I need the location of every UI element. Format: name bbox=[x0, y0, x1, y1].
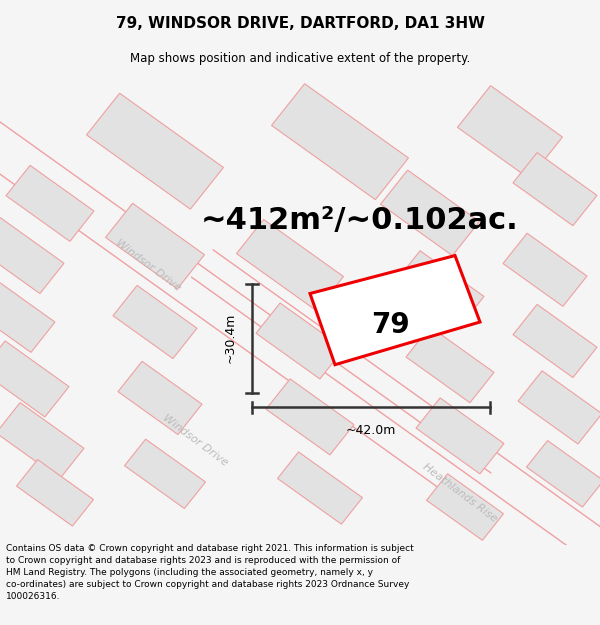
Polygon shape bbox=[113, 286, 197, 359]
Polygon shape bbox=[125, 439, 205, 509]
Polygon shape bbox=[406, 327, 494, 402]
Polygon shape bbox=[17, 459, 94, 526]
Text: Map shows position and indicative extent of the property.: Map shows position and indicative extent… bbox=[130, 52, 470, 65]
Polygon shape bbox=[513, 304, 597, 378]
Polygon shape bbox=[118, 361, 202, 434]
Polygon shape bbox=[0, 341, 69, 417]
Text: Windsor Drive: Windsor Drive bbox=[161, 413, 229, 468]
Text: Windsor Drive: Windsor Drive bbox=[113, 238, 182, 292]
Text: 79, WINDSOR DRIVE, DARTFORD, DA1 3HW: 79, WINDSOR DRIVE, DARTFORD, DA1 3HW bbox=[115, 16, 485, 31]
Text: Contains OS data © Crown copyright and database right 2021. This information is : Contains OS data © Crown copyright and d… bbox=[6, 544, 414, 601]
Polygon shape bbox=[266, 379, 354, 455]
Polygon shape bbox=[86, 93, 223, 209]
Polygon shape bbox=[6, 166, 94, 241]
Text: 79: 79 bbox=[371, 311, 409, 339]
Polygon shape bbox=[427, 474, 503, 540]
Text: ~30.4m: ~30.4m bbox=[224, 313, 237, 363]
Polygon shape bbox=[396, 251, 484, 327]
Polygon shape bbox=[278, 452, 362, 524]
Text: ~42.0m: ~42.0m bbox=[346, 424, 396, 436]
Polygon shape bbox=[513, 152, 597, 226]
Polygon shape bbox=[0, 402, 84, 479]
Text: ~412m²/~0.102ac.: ~412m²/~0.102ac. bbox=[201, 206, 519, 235]
Polygon shape bbox=[310, 256, 480, 365]
Polygon shape bbox=[503, 233, 587, 306]
Polygon shape bbox=[272, 84, 409, 199]
Polygon shape bbox=[518, 371, 600, 444]
Polygon shape bbox=[0, 217, 64, 294]
Polygon shape bbox=[416, 398, 504, 474]
Text: Heathlands Rise: Heathlands Rise bbox=[421, 462, 499, 524]
Polygon shape bbox=[256, 303, 344, 379]
Polygon shape bbox=[106, 203, 205, 289]
Polygon shape bbox=[458, 86, 562, 179]
Polygon shape bbox=[527, 441, 600, 507]
Polygon shape bbox=[0, 282, 55, 352]
Polygon shape bbox=[236, 219, 343, 311]
Polygon shape bbox=[380, 170, 479, 256]
